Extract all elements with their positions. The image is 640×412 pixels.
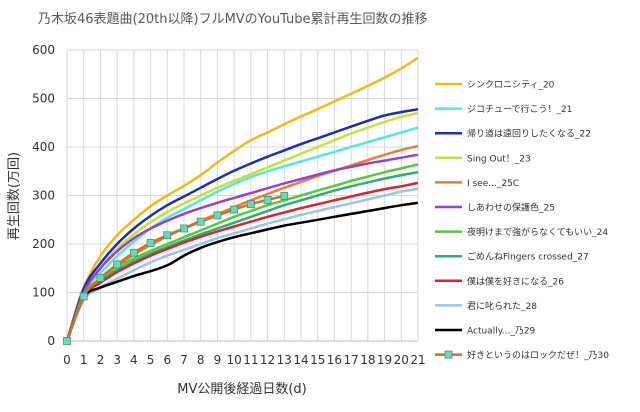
chart-title: 乃木坂46表題曲(20th以降)フルMVのYouTube累計再生回数の推移 [38,11,428,27]
y-tick-label: 100 [32,286,55,300]
legend-label: I see..._25C [467,179,519,189]
legend-label: Actually..._乃29 [467,326,536,337]
y-axis-label: 再生回数(万回) [7,152,22,240]
data-point-marker [213,211,222,220]
legend-item-3: 帰り道は遠回りしたくなる_22 [435,128,591,140]
series-line-4 [65,111,419,342]
legend-label: Sing Out！_23 [467,153,531,164]
x-tick-labels: 0 1 2 3 4 5 6 7 8 9 10 11 12 13 14 15 16 17 18 19 20 21 [63,353,425,367]
series-line-5 [65,144,419,342]
x-tick-label: 21 [410,353,425,367]
x-tick-label: 6 [163,353,171,367]
legend-label: ジコチューで行こう！_21 [467,103,572,115]
legend-item-8: ごめんねFingers crossed_27 [435,251,589,263]
x-tick-label: 16 [327,353,342,367]
x-tick-label: 8 [197,353,205,367]
data-point-marker [263,195,272,204]
data-point-marker [113,260,122,269]
x-tick-label: 10 [227,353,242,367]
x-tick-label: 0 [63,353,71,367]
x-tick-label: 13 [277,353,292,367]
legend-marker [444,350,453,359]
x-tick-label: 3 [113,353,121,367]
legend-label: 好きというのはロックだぜ！_乃30 [467,349,609,361]
data-point-marker [129,248,138,257]
legend-item-9: 僕は僕を好きになる_26 [435,275,564,287]
legend-label: 夜明けまで強がらなくてもいい_24 [467,226,608,238]
y-tick-label: 400 [32,140,55,154]
x-tick-label: 11 [243,353,258,367]
legend-item-1: シンクロニシティ_20 [435,80,555,91]
legend-label: シンクロニシティ_20 [467,80,555,91]
legend-label: 帰り道は遠回りしたくなる_22 [467,128,591,140]
series-lines [63,56,419,345]
legend: シンクロニシティ_20 ジコチューで行こう！_21 帰り道は遠回りしたくなる_22 S… [435,80,609,361]
data-point-marker [280,192,289,200]
x-tick-label: 17 [344,353,359,367]
legend-item-7: 夜明けまで強がらなくてもいい_24 [435,226,608,238]
data-point-marker [146,239,155,247]
legend-label: しあわせの保護色_25 [467,202,555,214]
data-point-marker [246,200,255,209]
y-tick-label: 500 [32,92,55,106]
x-tick-label: 20 [394,353,409,367]
y-tick-label: 600 [32,43,55,57]
y-tick-label: 0 [47,334,55,348]
x-tick-label: 1 [80,353,88,367]
x-tick-label: 5 [147,353,155,367]
series-line-8 [65,170,419,342]
legend-item-6: しあわせの保護色_25 [435,202,555,214]
data-point-marker [230,205,239,214]
y-tick-label: 200 [32,237,55,251]
series-line-2 [65,126,419,342]
data-point-marker [63,337,71,345]
legend-item-11: Actually..._乃29 [435,326,536,337]
y-tick-label: 300 [32,189,55,203]
x-tick-label: 18 [360,353,375,367]
x-tick-label: 7 [180,353,188,367]
data-point-marker [79,292,88,301]
legend-item-10: 君に叱られた_28 [435,301,537,312]
legend-item-2: ジコチューで行こう！_21 [435,103,572,115]
x-tick-label: 15 [310,353,325,367]
series-line-9 [65,181,419,342]
x-tick-label: 14 [293,353,308,367]
series-line-10 [65,187,419,342]
legend-label: 君に叱られた_28 [467,301,537,312]
series-line-7 [65,163,419,342]
x-tick-label: 4 [130,353,138,367]
legend-item-12: 好きというのはロックだぜ！_乃30 [435,349,609,361]
series-line-3 [65,107,419,342]
data-point-marker [96,274,105,282]
data-point-marker [196,217,205,226]
x-axis-label: MV公開後経過日数(d) [177,382,307,397]
series-line-6 [65,153,419,342]
x-tick-label: 12 [260,353,275,367]
legend-item-4: Sing Out！_23 [435,153,531,164]
series-line-1 [65,56,419,342]
legend-label: 僕は僕を好きになる_26 [467,275,564,287]
x-tick-label: 9 [214,353,222,367]
x-tick-label: 19 [377,353,392,367]
x-tick-label: 2 [97,353,105,367]
series-line-11 [65,201,419,342]
data-point-marker [180,224,188,233]
legend-label: ごめんねFingers crossed_27 [467,251,589,263]
data-point-marker [163,231,172,240]
y-tick-labels: 0 100 200 300 400 500 600 [32,43,55,348]
legend-item-5: I see..._25C [435,179,519,189]
